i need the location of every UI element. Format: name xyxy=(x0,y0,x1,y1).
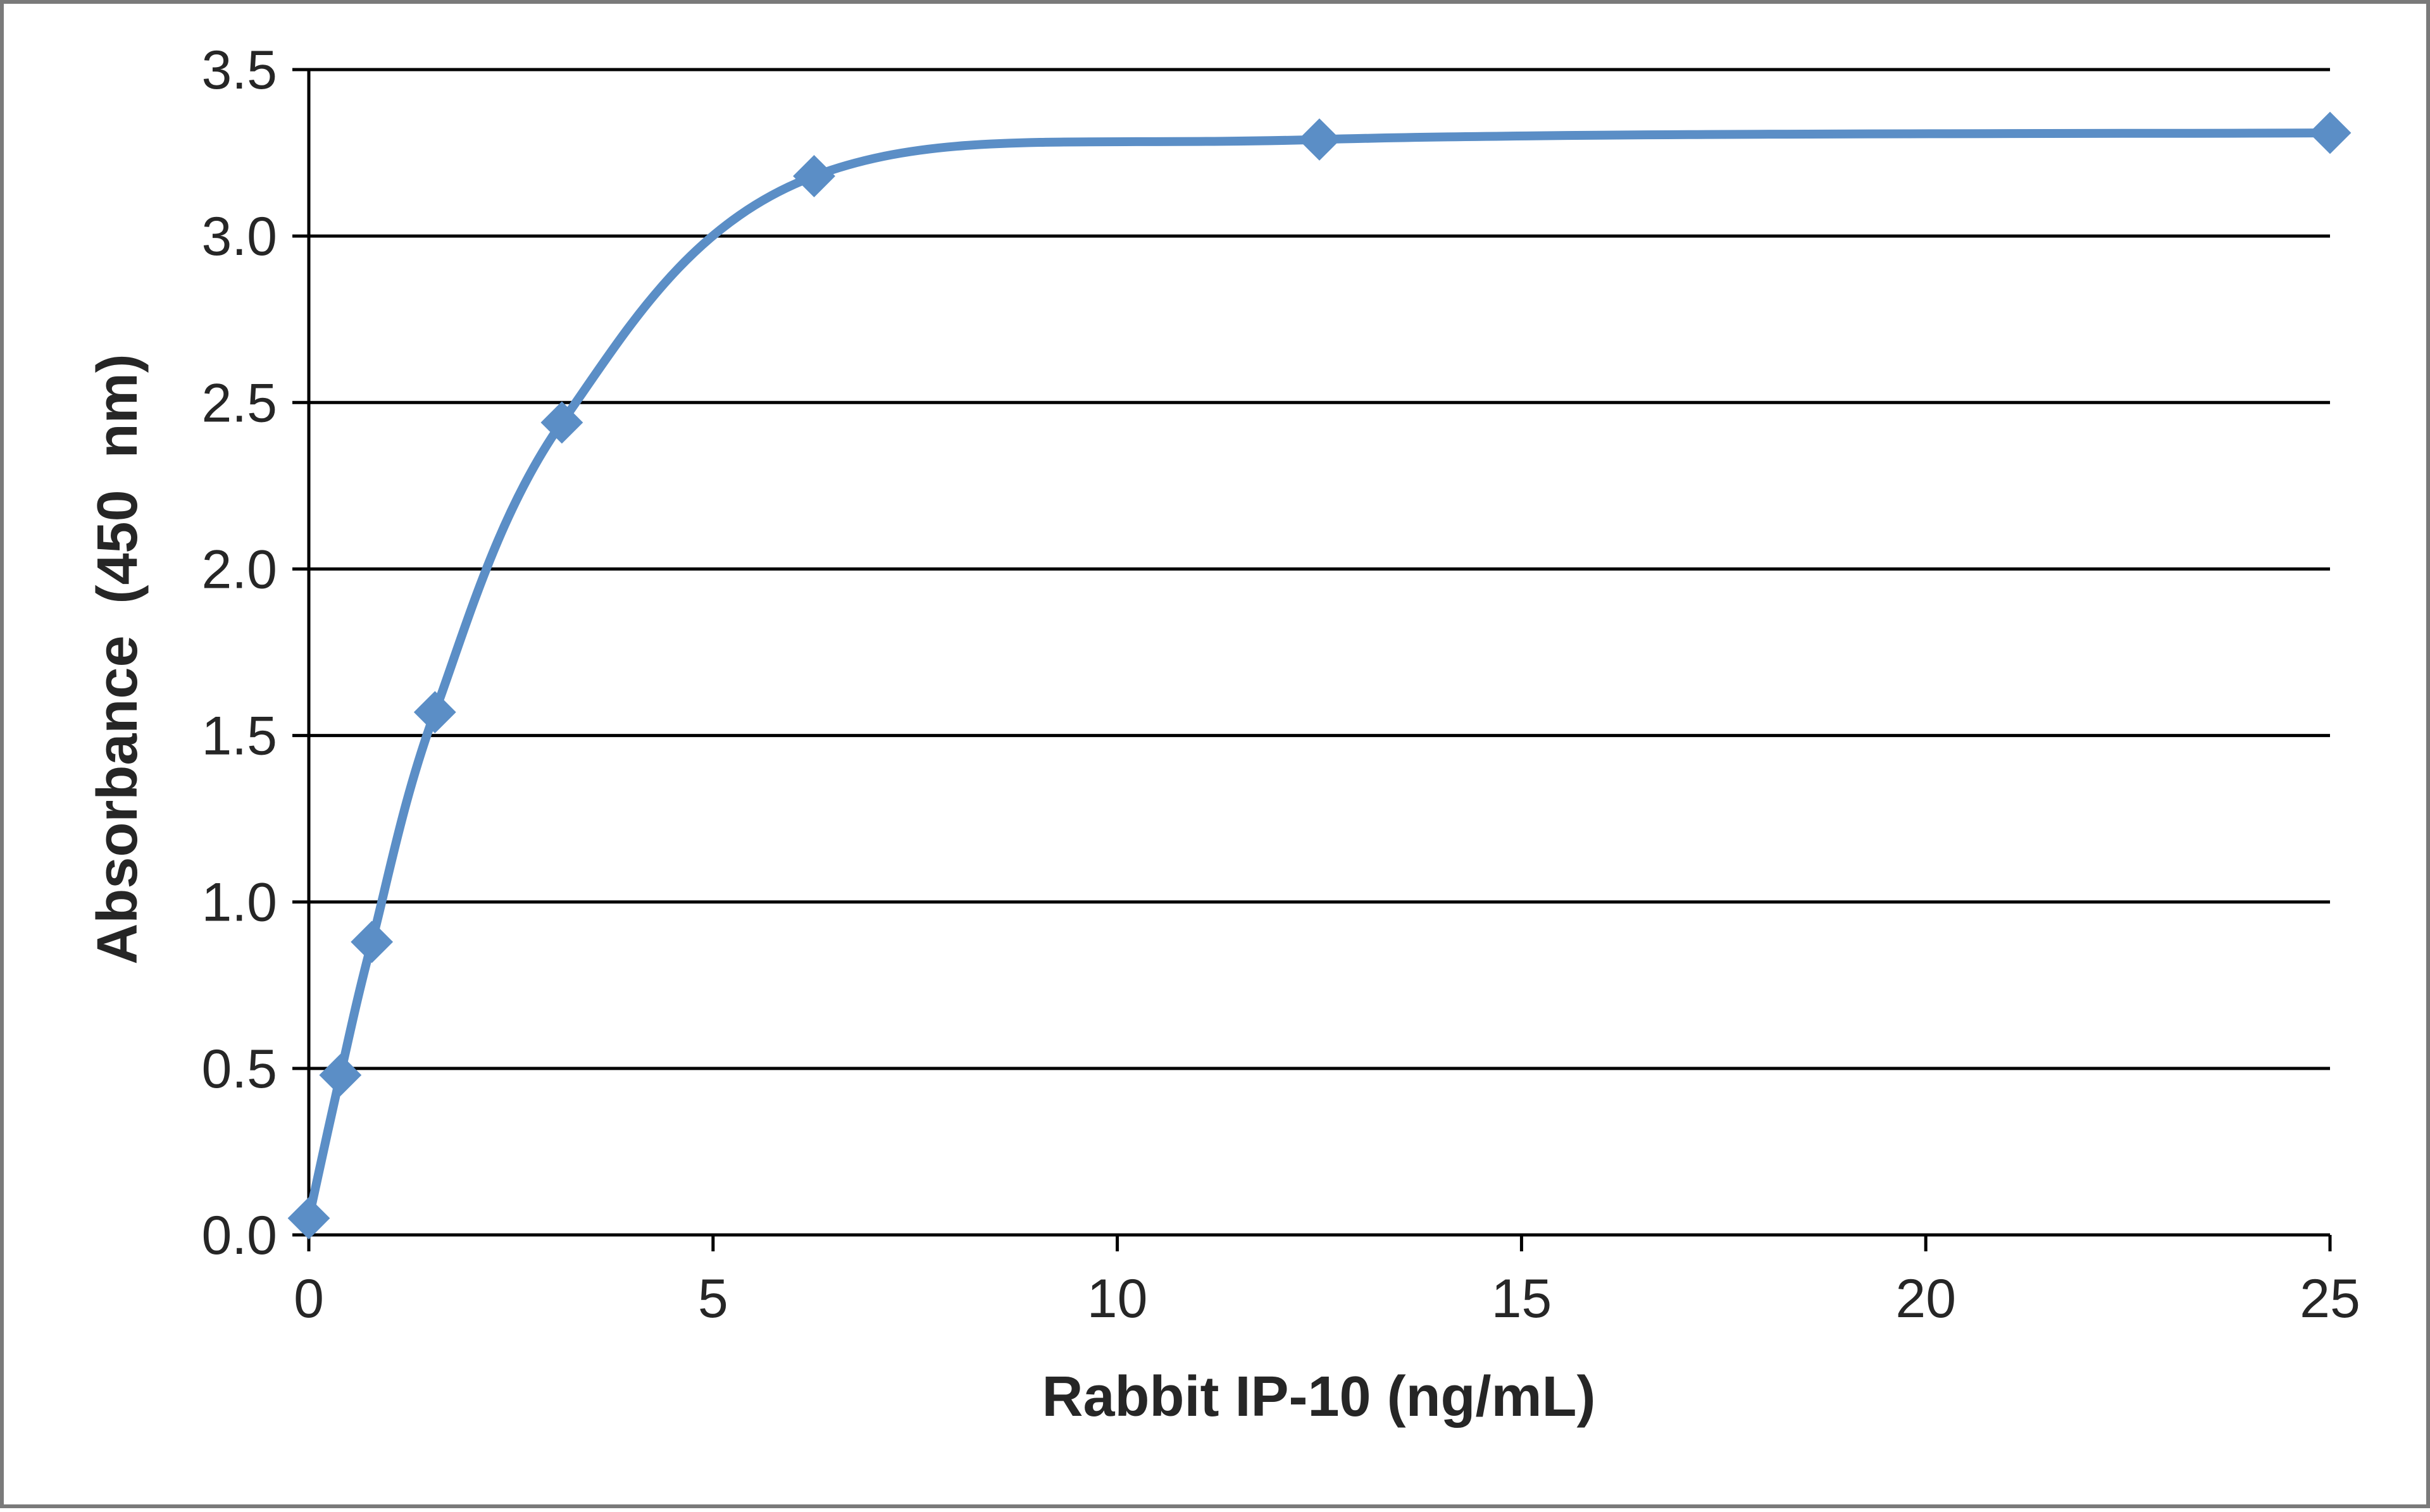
x-tick-label: 20 xyxy=(1895,1268,1956,1329)
y-tick-label: 3.5 xyxy=(201,40,277,101)
data-point-marker xyxy=(287,1197,330,1240)
y-tick-label: 1.5 xyxy=(201,706,277,767)
data-point-marker xyxy=(1298,118,1341,161)
y-tick-label: 3.0 xyxy=(201,206,277,267)
data-point-marker xyxy=(793,154,835,197)
gridlines xyxy=(309,68,2330,1070)
y-tick-label: 1.0 xyxy=(201,872,277,933)
x-tick-label: 15 xyxy=(1492,1268,1552,1329)
x-axis-title: Rabbit IP-10 (ng/mL) xyxy=(1042,1365,1596,1428)
data-point-marker xyxy=(540,401,583,444)
data-point-marker xyxy=(2308,111,2352,154)
y-tick-label: 2.5 xyxy=(201,373,277,433)
y-tick-label: 2.0 xyxy=(201,539,277,600)
data-point-marker xyxy=(413,691,456,734)
series-line xyxy=(304,128,2334,1223)
y-tick-label: 0.0 xyxy=(201,1205,277,1266)
x-tick-label: 0 xyxy=(294,1268,324,1329)
x-tick-labels: 0 5 10 15 20 25 xyxy=(294,1268,2360,1329)
data-point-marker xyxy=(319,1053,362,1096)
absorbance-chart: 0 5 10 15 20 25 0.0 0.5 1.0 1.5 2.0 2.5 3.0 3.5 Rabb… xyxy=(86,40,2360,1428)
series-layer xyxy=(287,111,2352,1240)
x-tick-label: 5 xyxy=(698,1268,728,1329)
x-tick-label: 10 xyxy=(1087,1268,1148,1329)
x-tick-label: 25 xyxy=(2300,1268,2360,1329)
y-tick-labels: 0.0 0.5 1.0 1.5 2.0 2.5 3.0 3.5 xyxy=(201,40,277,1266)
y-axis-title: Absorbance (450 nm) xyxy=(86,354,149,964)
axes xyxy=(292,68,2332,1251)
data-point-marker xyxy=(351,920,394,964)
y-tick-label: 0.5 xyxy=(201,1039,277,1100)
